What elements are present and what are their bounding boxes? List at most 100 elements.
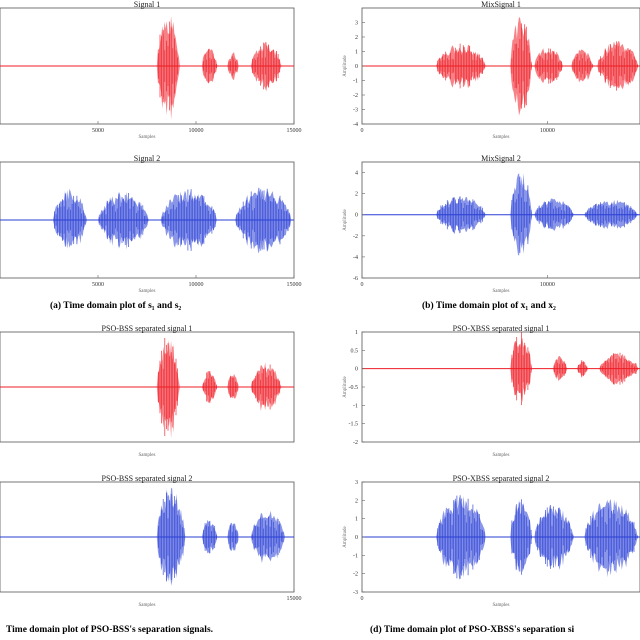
plot-title: Signal 2 [134,154,160,163]
panel-x2: MixSignal 2 0 10000 4 2 0 -2 -4 -6 Samples Amplitu… [343,154,640,294]
signal-burst [250,42,282,92]
x-tick-label: 10000 [540,282,555,288]
y-tick-label: 4 [355,171,358,177]
x-tick-label: 0 [361,282,364,288]
y-tick-label: 3 [355,21,358,27]
y-tick-label: 2 [355,498,358,504]
signal-burst [510,499,533,575]
plot-title: PSO-XBSS separated signal 1 [453,324,550,333]
y-tick-label: -2 [353,572,358,578]
y-tick-label: 0 [355,367,358,373]
y-axis-label: Amplitude [343,55,348,77]
signal-burst [227,52,239,81]
y-axis-label: Amplitude [343,376,348,398]
x-axis-label: Samples [139,603,156,608]
caption-c: Time domain plot of PSO-BSS's separation… [6,625,213,635]
y-tick-label: -0.5 [349,385,359,391]
signal-burst [52,188,89,249]
y-tick-label: -1 [353,403,358,409]
plot-title: MixSignal 2 [481,154,521,163]
signal-burst [597,41,640,91]
y-tick-label: 0 [355,64,358,70]
signal-burst [534,48,563,84]
y-tick-label: 1 [355,50,358,56]
y-tick-label: -3 [353,590,358,596]
x-tick-label: 10000 [189,128,204,134]
plot-title: PSO-BSS separated signal 1 [102,324,193,333]
x-axis-label: Samples [493,603,510,608]
x-tick-label: 10000 [540,128,555,134]
signal-burst [510,16,533,116]
y-tick-label: -2 [353,234,358,240]
y-tick-label: 0 [355,213,358,219]
signal-burst [227,522,239,551]
y-tick-label: -6 [353,276,358,282]
y-axis-label: Amplitude [343,209,348,231]
signal-burst [584,199,640,230]
x-tick-label: 5000 [92,128,104,134]
x-axis-label: Samples [493,289,510,294]
signal-burst [250,510,287,564]
y-tick-label: -4 [353,255,358,261]
panel-p2: PSO-BSS separated signal 2 15000 Samples [0,474,302,608]
panel-x1: MixSignal 1 0 10000 3 2 1 0 -1 -2 -3 -4 Samples Ampl… [343,0,640,140]
y-tick-label: -1 [353,79,358,85]
plot-title: PSO-BSS separated signal 2 [102,474,193,483]
x-axis-label: Samples [139,453,156,458]
x-axis-label: Samples [139,289,156,294]
signal-burst [98,191,151,250]
plot-frame [361,331,640,443]
panel-p1: PSO-BSS separated signal 1 Samples [0,324,295,458]
signal-burst [577,360,588,378]
y-tick-label: -3 [353,108,358,114]
signal-burst [156,487,186,586]
y-tick-label: -2 [353,93,358,99]
signal-burst [436,196,488,235]
panel-s1: Signal 1 5000 10000 15000 Samples [0,0,302,140]
panel-q1: PSO-XBSS separated signal 1 1 0.5 0 -0.5 -1 -1… [343,324,640,458]
signal-burst [534,505,576,570]
plot-title: PSO-XBSS separated signal 2 [453,474,550,483]
x-tick-label: 10000 [189,282,204,288]
signal-burst [534,198,576,231]
caption-b: (b) Time domain plot of x₁ and x₂ [422,300,556,311]
x-tick-label: 5000 [92,282,104,288]
y-axis-label: Amplitude [343,526,348,548]
x-tick-label: 15000 [287,128,302,134]
signal-burst [201,519,218,554]
y-tick-label: 0 [355,535,358,541]
x-tick-label: 0 [361,596,364,602]
panel-s2: Signal 2 5000 10000 15000 Samples [0,154,302,294]
signal-burst [156,16,180,120]
plot-title: MixSignal 1 [481,0,521,9]
signal-burst [227,373,239,399]
signal-burst [250,362,282,411]
y-tick-label: 2 [355,35,358,41]
signal-burst [156,338,180,439]
y-tick-label: -1.5 [349,422,359,428]
y-tick-label: 3 [355,480,358,486]
y-tick-label: -4 [353,122,358,128]
x-axis-label: Samples [493,453,510,458]
signal-burst [552,355,568,381]
plot-title: Signal 1 [134,0,160,9]
signal-burst [235,187,294,254]
signal-burst [510,173,533,256]
signal-burst [201,371,218,403]
signal-burst [160,189,219,251]
signal-burst [436,495,488,580]
signal-burst [599,352,640,385]
x-tick-label: 0 [361,128,364,134]
y-tick-label: 2 [355,192,358,198]
signal-burst [510,332,533,406]
y-tick-label: -2 [353,440,358,446]
signal-burst [201,48,218,84]
signal-burst [584,499,640,578]
x-axis-label: Samples [493,135,510,140]
y-tick-label: 0.5 [351,348,359,354]
y-tick-label: 1 [355,517,358,523]
x-tick-label: 15000 [287,596,302,602]
signal-burst [436,43,488,89]
x-axis-label: Samples [139,135,156,140]
